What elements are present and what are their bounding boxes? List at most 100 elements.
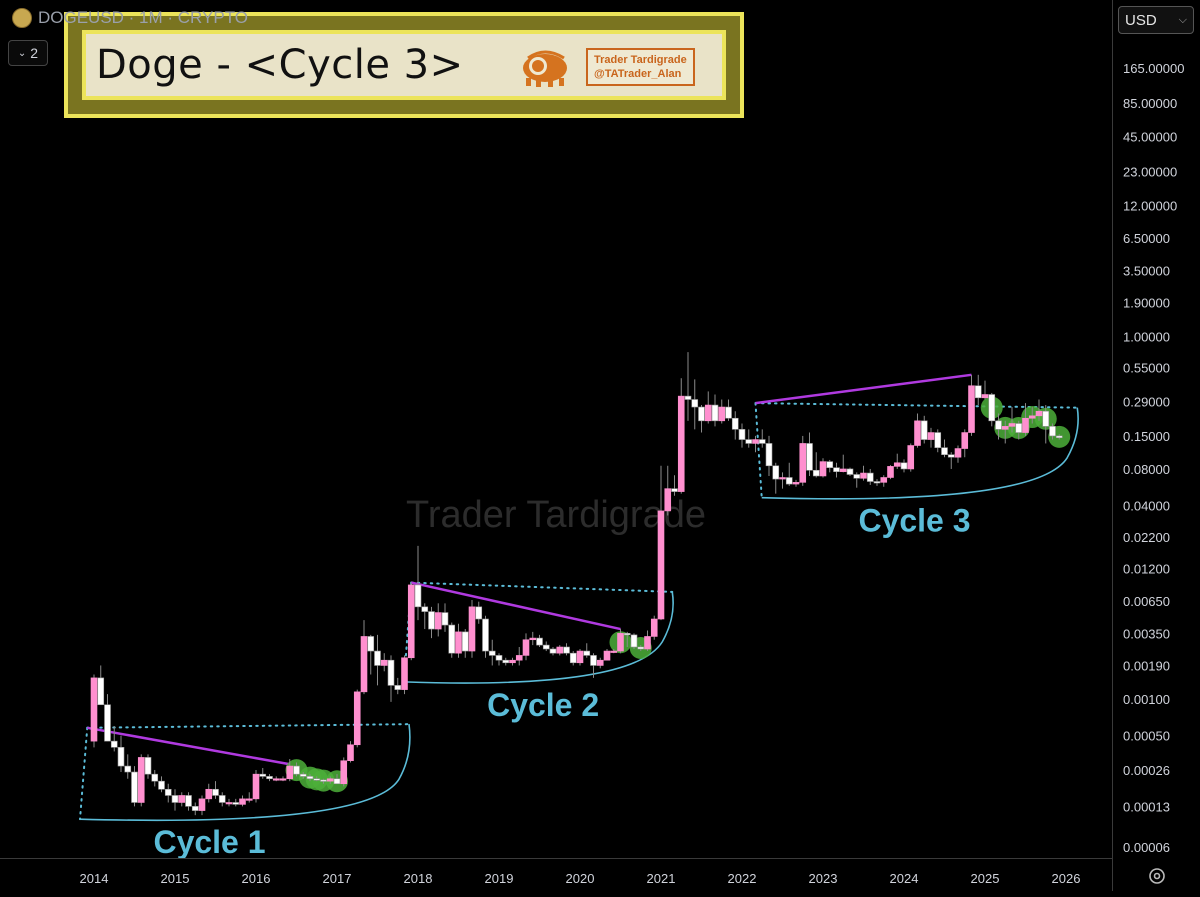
time-axis[interactable]: 2014 2015 2016 2017 2018 2019 2020 2021 2022 2023…: [0, 858, 1112, 892]
candle-body: [421, 606, 429, 612]
candle-body: [677, 395, 685, 492]
candle-body: [104, 704, 111, 742]
candle-body: [488, 650, 496, 656]
candle-body: [839, 468, 847, 472]
time-tick-label: 2023: [809, 871, 838, 886]
candle-body: [576, 650, 584, 664]
candle-body: [644, 636, 651, 650]
candle-body: [893, 462, 901, 467]
candle-body: [313, 778, 321, 781]
price-tick-label: 0.00350: [1123, 626, 1170, 641]
candle-body: [738, 429, 746, 440]
candle-body: [650, 618, 658, 637]
candle-body: [380, 659, 388, 666]
price-tick-label: 23.00000: [1123, 165, 1177, 180]
candle-body: [441, 612, 449, 626]
candle-body: [961, 432, 969, 449]
candle-body: [286, 765, 294, 780]
candle-body: [914, 420, 921, 446]
candle-body: [151, 773, 159, 782]
candle-body: [509, 659, 516, 664]
candle-body: [563, 646, 570, 654]
candle-body: [171, 795, 179, 803]
candle-body: [394, 685, 402, 690]
candle-body: [698, 406, 705, 422]
candle-body: [252, 773, 260, 800]
candle-body: [124, 765, 132, 773]
candle-body: [806, 443, 813, 471]
price-axis[interactable]: 165.00000 85.00000 45.00000 23.00000 12.0000…: [1112, 0, 1200, 891]
price-tick-label: 85.00000: [1123, 96, 1177, 111]
candle-body: [610, 650, 618, 653]
candle-body: [131, 771, 138, 803]
candle-body: [1028, 415, 1036, 419]
candle-body: [110, 740, 118, 748]
candle-body: [1022, 417, 1029, 433]
candle-body: [279, 778, 287, 781]
chevron-down-icon: ⌵: [1178, 13, 1187, 26]
candle-body: [1042, 410, 1050, 427]
candle-body: [205, 788, 213, 800]
candle-body: [833, 467, 840, 472]
price-tick-label: 0.00026: [1123, 763, 1170, 778]
cycle-3-trend-line: [755, 373, 972, 405]
candle-body: [542, 644, 550, 650]
price-chart[interactable]: Trader Tardigrade Cycle 1 Cycle 2 Cycle 3: [0, 0, 1112, 858]
candle-body: [239, 798, 246, 805]
indicators-toggle-button[interactable]: ⌄ 2: [8, 40, 48, 66]
currency-select[interactable]: USD ⌵: [1118, 6, 1194, 34]
candle-body: [299, 773, 307, 777]
price-tick-label: 0.00050: [1123, 729, 1170, 744]
candle-body: [434, 612, 442, 630]
candle-body: [515, 655, 523, 661]
settings-gear-icon[interactable]: [1147, 866, 1167, 886]
price-tick-label: 1.00000: [1123, 329, 1170, 344]
candle-body: [731, 417, 739, 430]
candle-body: [941, 447, 948, 455]
candle-body: [603, 650, 611, 661]
candle-body: [968, 385, 975, 433]
price-tick-label: 0.02200: [1123, 530, 1170, 545]
symbol-label: DOGEUSD · 1M · CRYPTO: [38, 8, 249, 27]
candle-body: [765, 443, 773, 467]
candle-body: [583, 650, 591, 656]
chart-area[interactable]: Trader Tardigrade Cycle 1 Cycle 2 Cycle 3: [0, 0, 1112, 858]
candle-body: [907, 445, 915, 470]
candle-body: [455, 631, 462, 654]
candle-body: [374, 650, 381, 666]
cycle-3-label: Cycle 3: [858, 503, 970, 539]
candle-body: [407, 584, 415, 659]
title-card: Doge - <Cycle 3> Trader Tardigrade @TATr…: [64, 12, 744, 118]
candle-body: [461, 631, 469, 652]
candle-body: [623, 633, 631, 636]
price-tick-label: 0.00006: [1123, 840, 1170, 855]
candle-body: [758, 439, 766, 444]
candle-body: [752, 439, 759, 444]
candle-body: [792, 482, 800, 485]
currency-value: USD: [1125, 11, 1157, 29]
time-tick-label: 2017: [323, 871, 352, 886]
candle-body: [745, 439, 753, 444]
cycle-3-curve: [761, 407, 1079, 500]
candle-body: [684, 395, 692, 400]
price-tick-label: 0.00013: [1123, 799, 1170, 814]
candle-body: [266, 776, 273, 780]
candle-body: [137, 757, 145, 803]
candle-body: [347, 744, 354, 762]
candle-body: [482, 618, 489, 652]
candle-body: [306, 776, 314, 780]
candle-body: [333, 778, 341, 785]
candle-body: [704, 404, 712, 422]
candle-body: [198, 798, 206, 811]
candle-body: [657, 510, 665, 620]
cycle-3-dotted-left: [754, 402, 763, 499]
symbol-info[interactable]: DOGEUSD · 1M · CRYPTO: [12, 8, 248, 28]
candle-body: [934, 432, 942, 448]
cycle-2-label: Cycle 2: [487, 687, 599, 723]
candle-body: [988, 394, 996, 422]
candle-body: [495, 655, 503, 661]
candle-body: [144, 757, 152, 775]
candle-body: [1035, 410, 1043, 417]
candles: [90, 352, 1063, 816]
candle-body: [428, 611, 435, 630]
